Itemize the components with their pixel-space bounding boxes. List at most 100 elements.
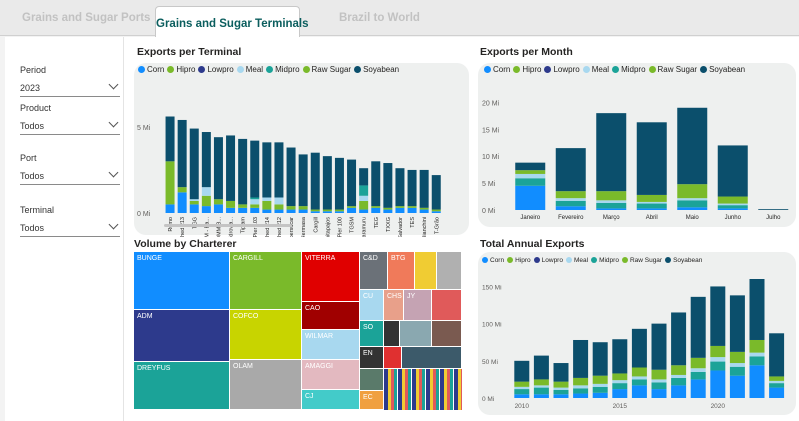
bar-corn-2021[interactable] [729,375,745,398]
bar-corn-maio[interactable] [677,207,708,210]
bar-soyabean-2013[interactable] [573,339,589,378]
bar-midpro-2018[interactable] [671,377,687,386]
bar-soyabean-rumo[interactable] [165,116,175,162]
bar-corn-shed-214[interactable] [262,209,272,213]
bar-corn-rumo[interactable] [165,204,175,213]
bar-midpro-2011[interactable] [533,387,549,395]
bar-soyabean-julho[interactable] [758,209,789,210]
legend-item-meal[interactable]: Meal [236,65,263,74]
bar-soyabean-junho[interactable] [717,145,748,197]
legend-item-midpro[interactable]: Midpro [266,65,300,74]
bar-corn-hermasa[interactable] [298,209,308,213]
bar-corn-abril[interactable] [636,208,667,210]
bar-meal-2012[interactable] [553,387,569,390]
legend-item-raw-sugar[interactable]: Raw Sugar [621,257,662,264]
bar-soyabean-shed-213[interactable] [177,119,187,188]
bar-soyabean-tgsm[interactable] [347,159,357,207]
bar-hipro-maio[interactable] [677,184,708,199]
bar-corn-tgg[interactable] [189,204,199,213]
treemap-tile-cj[interactable]: CJ [302,390,360,410]
bar-hipro-cargill[interactable] [310,209,320,212]
bar-soyabean-2016[interactable] [631,328,647,368]
treemap-tile-amaggi[interactable]: AMAGGI [302,360,360,390]
bar-midpro-2010[interactable] [514,389,530,395]
bar-meal-adm-ba[interactable] [201,187,211,196]
treemap-tile-chs[interactable]: CHS [384,290,404,321]
treemap-tile-c-d[interactable]: C&D [360,252,388,290]
treemap-tile-jy[interactable]: JY [404,290,432,321]
bar-corn-2020[interactable] [710,370,726,398]
bar-hipro-mar-o[interactable] [596,191,627,201]
bar-meal-tgg[interactable] [189,199,199,201]
bar-hipro-2013[interactable] [573,377,589,386]
bar-meal-2020[interactable] [710,357,726,362]
legend-item-midpro[interactable]: Midpro [612,65,646,74]
bar-hipro-pier-103[interactable] [250,204,260,208]
tab-grains-sugar-terminals[interactable]: Grains and Sugar Terminals [155,6,309,37]
bar-meal-caramuru[interactable] [359,195,369,201]
treemap-tile-btg[interactable]: BTG [388,252,415,290]
legend-item-lowpro[interactable]: Lowpro [533,257,563,264]
bar-soyabean-salvador[interactable] [395,168,405,207]
bar-meal-2017[interactable] [651,379,667,383]
treemap-tile-cofco[interactable]: COFCO [230,310,302,360]
bar-corn-adm-ba[interactable] [201,206,211,213]
bar-soyabean-2012[interactable] [553,363,569,382]
bar-corn-teg[interactable] [371,207,381,213]
bar-hipro-hermasa[interactable] [298,206,308,210]
legend-item-lowpro[interactable]: Lowpro [544,65,580,74]
treemap-tile-wilmar[interactable]: WILMAR [302,330,360,360]
bar-soyabean-shed-214[interactable] [262,142,272,198]
bar-corn-salvador[interactable] [395,207,405,213]
bar-soyabean-maio[interactable] [677,107,708,185]
bar-soyabean-copersucar[interactable] [286,147,296,207]
bar-soyabean-shed-212[interactable] [274,142,284,198]
bar-soyabean-t-gr-o[interactable] [431,175,441,210]
bar-hipro-adm-ba[interactable] [201,195,211,207]
bar-midpro-2016[interactable] [631,379,647,386]
treemap-tile-ec[interactable]: EC [360,391,384,410]
bar-midpro-janeiro[interactable] [515,178,546,186]
bar-corn-hidrovia[interactable] [226,207,236,213]
bar-midpro-pier-103[interactable] [250,197,260,200]
bar-midpro-2021[interactable] [729,366,745,376]
bar-hipro-shed-214[interactable] [262,200,272,210]
bar-hipro-copersucar[interactable] [286,206,296,210]
bar-corn-pier-100[interactable] [334,211,344,213]
bar-meal-maio[interactable] [677,198,708,201]
bar-hipro-t-gr-o[interactable] [431,209,441,212]
bar-hipro-tes[interactable] [407,206,417,208]
treemap-tile[interactable] [400,321,432,347]
bar-midpro-maio[interactable] [677,200,708,208]
bar-corn-2011[interactable] [533,394,549,398]
treemap-tile[interactable] [437,252,462,290]
bar-corn-bianchini[interactable] [419,209,429,213]
bar-soyabean-pier-103[interactable] [250,140,260,198]
bar-corn-2014[interactable] [592,392,608,398]
bar-corn-2018[interactable] [671,385,687,398]
bar-corn-shed-213[interactable] [177,192,187,213]
bar-meal-2014[interactable] [592,383,608,387]
bar-meal-2011[interactable] [533,385,549,388]
bar-hipro-2018[interactable] [671,365,687,375]
bar-midpro-2019[interactable] [690,371,706,380]
product-dropdown[interactable]: Todos [20,117,120,135]
treemap-tile[interactable] [360,369,384,391]
bar-soyabean-caramuru[interactable] [359,168,369,186]
bar-soyabean-unitapajos[interactable] [322,156,332,210]
tab-brazil-to-world[interactable]: Brazil to World [339,12,420,24]
treemap-tile[interactable] [415,252,437,290]
bar-meal-shed-212[interactable] [274,197,284,205]
bar-soyabean-2020[interactable] [710,286,726,346]
bar-hipro-2021[interactable] [729,351,745,364]
bar-corn-txxg[interactable] [383,209,393,213]
legend-item-soyabean[interactable]: Soyabean [665,257,702,264]
bar-corn-tes[interactable] [407,207,417,213]
bar-meal-mar-o[interactable] [596,200,627,204]
bar-soyabean-fevereiro[interactable] [555,148,586,192]
legend-item-raw-sugar[interactable]: Raw Sugar [302,65,351,74]
bar-midpro-2020[interactable] [710,361,726,371]
tab-grains-sugar-ports[interactable]: Grains and Sugar Ports [22,12,151,24]
bar-soyabean-janeiro[interactable] [515,162,546,171]
bar-hipro-2016[interactable] [631,367,647,377]
